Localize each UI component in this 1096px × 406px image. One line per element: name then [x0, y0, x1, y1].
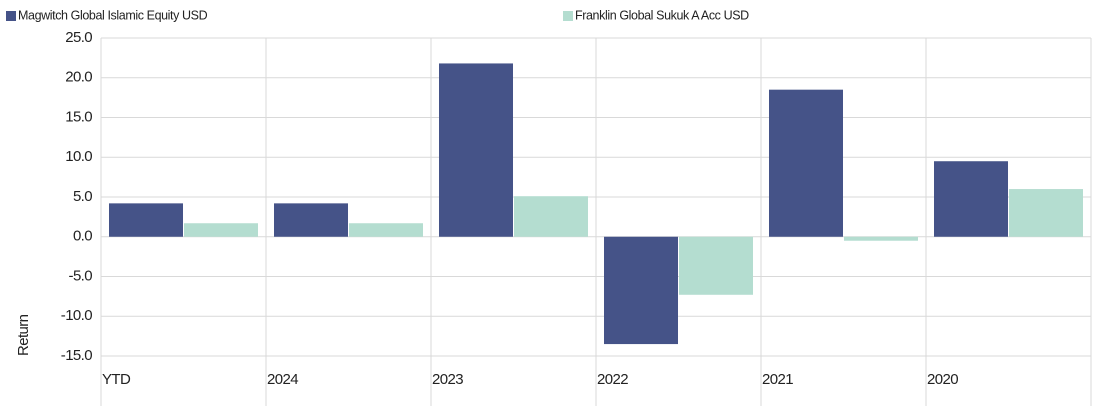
y-tick-label: 20.0: [65, 69, 92, 86]
bar: [109, 203, 183, 237]
y-axis-label: Return: [15, 314, 32, 356]
bar: [184, 223, 258, 237]
x-tick-label: 2021: [762, 371, 793, 388]
x-tick-label: 2023: [432, 371, 463, 388]
bar: [1009, 189, 1083, 237]
bar: [274, 203, 348, 237]
y-tick-label: 25.0: [65, 29, 92, 46]
legend-swatch: [6, 11, 16, 21]
y-tick-label: -5.0: [69, 267, 93, 284]
bar: [769, 89, 843, 237]
y-tick-label: 5.0: [73, 188, 92, 205]
x-tick-label: 2020: [927, 371, 958, 388]
bar: [349, 223, 423, 237]
y-tick-label: 10.0: [65, 148, 92, 165]
y-tick-label: 0.0: [73, 228, 92, 245]
bar: [934, 161, 1008, 237]
bar: [514, 196, 588, 237]
y-tick-label: -10.0: [61, 307, 92, 324]
bar: [844, 236, 918, 241]
legend-swatch: [563, 11, 573, 21]
y-tick-label: 15.0: [65, 108, 92, 125]
y-tick-label: -15.0: [61, 347, 92, 364]
x-tick-label: 2022: [597, 371, 628, 388]
x-tick-label: 2024: [267, 371, 298, 388]
legend-label: Magwitch Global Islamic Equity USD: [18, 8, 208, 22]
bar: [439, 63, 513, 237]
x-tick-label: YTD: [102, 371, 131, 388]
legend-label: Franklin Global Sukuk A Acc USD: [575, 8, 749, 22]
bar: [679, 236, 753, 295]
bar: [604, 236, 678, 345]
